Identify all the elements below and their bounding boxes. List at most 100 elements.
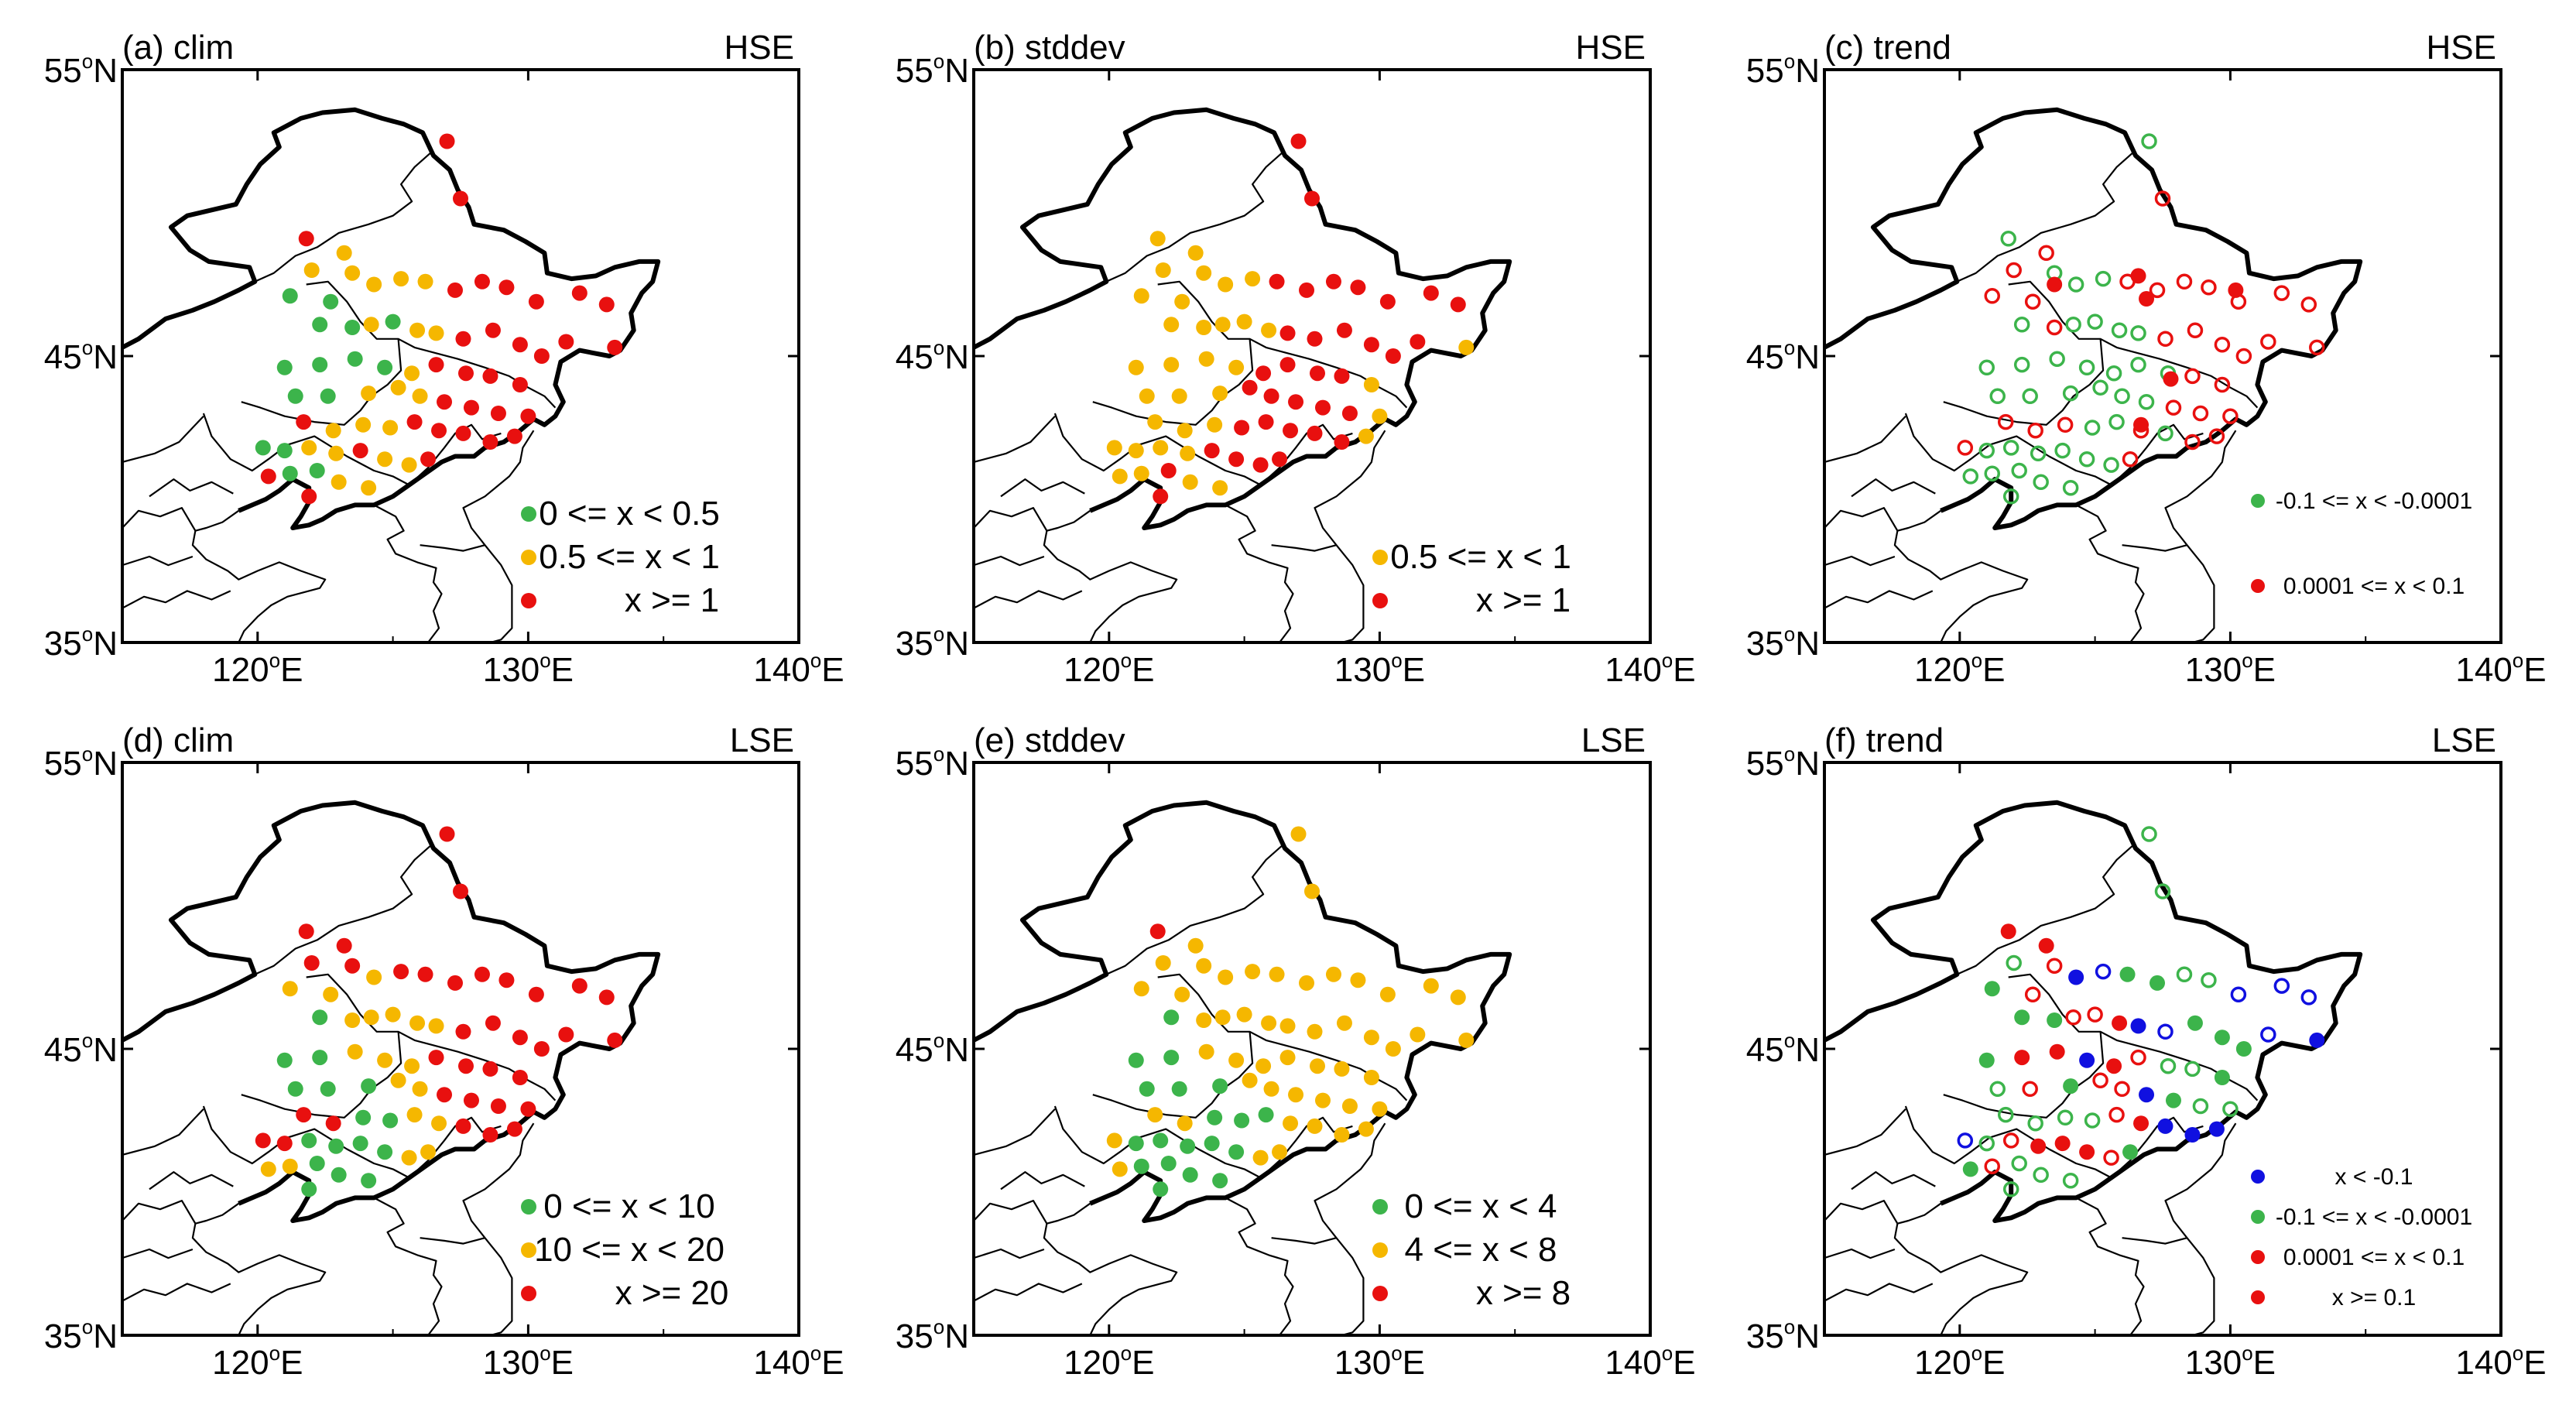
station-marker [1363,1030,1379,1046]
station-marker [1207,1109,1223,1125]
station-marker [2176,273,2193,290]
station-marker [1279,325,1296,341]
station-marker [331,474,347,490]
station-marker [1258,1107,1274,1123]
station-marker [1997,413,2014,430]
station-marker [1997,1106,2014,1123]
station-marker [2130,1018,2146,1034]
station-marker [2165,399,2182,416]
legend-label: -0.1 <= x < -0.0001 [2276,1204,2472,1230]
boundary-line [408,423,502,486]
boundary-line [408,1116,502,1179]
station-marker [309,463,325,478]
legend-b: 0.5 <= x < 1 x >= 1 [1372,538,1571,619]
station-marker [312,357,328,373]
y-tick-label: 55oN [1746,50,1820,90]
station-marker [2130,268,2146,284]
station-marker [303,262,320,278]
station-marker [409,322,426,338]
station-marker [406,414,423,430]
station-marker [1341,1098,1358,1114]
station-marker [506,1121,522,1137]
station-marker [2214,336,2231,353]
station-marker [482,434,498,450]
station-marker [2046,958,2063,974]
boundary-line [1225,1122,1386,1335]
station-marker [1304,190,1320,207]
station-marker [2002,1132,2019,1149]
x-tick-label: 120oE [212,1341,303,1382]
boundary-line [974,1283,1083,1302]
boundary-line [1824,1283,1934,1302]
boundary-line [1893,509,2029,642]
boundary-line [1225,430,1386,642]
station-marker [1171,1081,1187,1097]
station-marker [1228,1052,1245,1068]
boundary-line [1259,423,1353,486]
station-marker [1112,468,1128,485]
station-marker [1423,978,1439,994]
station-marker [2141,826,2157,842]
station-marker [2157,331,2174,348]
station-marker [303,955,320,971]
station-marker [533,348,550,364]
station-marker [1182,1167,1198,1183]
legend-marker [1372,593,1388,608]
legend-label: x >= 8 [1476,1274,1571,1312]
panel-tag: HSE [724,29,794,67]
station-marker [2006,954,2022,971]
station-marker [390,1072,406,1088]
station-marker [2300,989,2317,1006]
station-marker [2106,1058,2122,1074]
station-marker [2192,1098,2209,1115]
station-marker [1258,414,1274,430]
boundary-line [1904,1105,2112,1179]
legend-marker [2251,1210,2265,1224]
station-marker [298,923,314,940]
station-marker [2108,413,2125,430]
boundary-line [122,415,204,463]
boundary-line [1904,413,2112,486]
station-marker [1363,1070,1379,1085]
station-marker [1155,262,1171,278]
station-marker [2165,1092,2181,1108]
legend-marker [521,593,536,608]
station-marker [344,320,361,335]
station-marker [1212,480,1228,496]
legend-f: x < -0.1 -0.1 <= x < -0.0001 0.0001 <= x <… [2251,1164,2472,1311]
station-marker [2157,1118,2174,1134]
station-marker [498,279,515,296]
station-marker [1288,394,1304,410]
station-marker [2105,365,2122,382]
legend-label: x >= 20 [615,1274,729,1312]
station-marker [1363,337,1379,353]
panel-a: 120oE 130oE 140oE 55oN 45oN 35oN (a) clim HSE 0 … [44,29,844,689]
station-marker [2112,1015,2128,1031]
station-marker [1279,357,1296,373]
boundary-line [1851,1170,1936,1191]
station-marker [2273,285,2290,301]
station-marker [2062,1172,2079,1189]
station-marker [1263,388,1279,404]
station-marker [447,975,464,991]
station-marker [2114,1081,2130,1098]
station-marker [323,986,339,1002]
boundary-line [974,415,1056,463]
panel-d: 120oE 130oE 140oE 55oN 45oN 35oN (d) clim LSE 0 … [44,721,844,1382]
station-marker [1153,488,1169,505]
station-marker [282,981,298,997]
station-marker [1212,1078,1228,1095]
station-marker [2030,445,2047,462]
station-marker [2201,279,2217,296]
station-marker [1234,1112,1250,1129]
boundary-line [2008,280,2259,409]
station-marker [1272,451,1288,468]
panel-tag: LSE [730,721,794,759]
station-marker [2103,1149,2119,1166]
station-marker [598,989,615,1006]
station-marker [485,1015,501,1031]
station-marker [1180,1138,1196,1154]
station-marker [439,826,455,842]
map-a [122,107,661,642]
legend-label: 0 <= x < 0.5 [539,495,720,533]
